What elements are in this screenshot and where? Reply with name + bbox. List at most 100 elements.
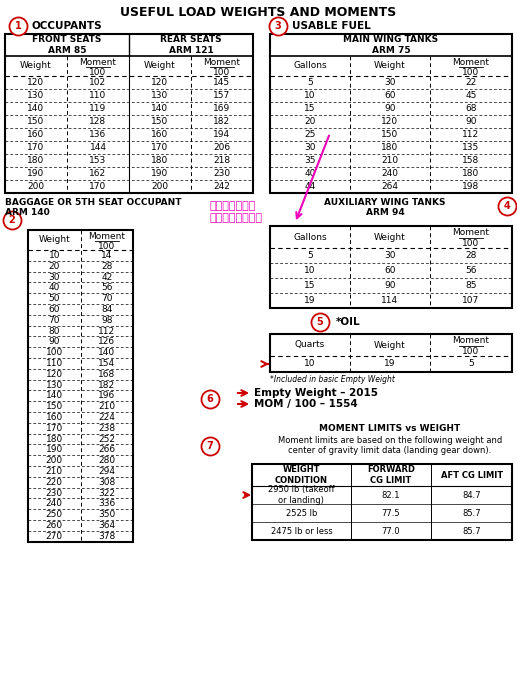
Text: 180: 180 bbox=[45, 434, 63, 444]
Text: 5: 5 bbox=[316, 317, 323, 327]
Text: Moment: Moment bbox=[452, 336, 490, 345]
Text: 107: 107 bbox=[462, 296, 479, 305]
Text: 160: 160 bbox=[151, 130, 169, 139]
Text: 28: 28 bbox=[101, 261, 112, 271]
Text: 100: 100 bbox=[98, 242, 115, 251]
Text: 28: 28 bbox=[465, 251, 477, 260]
Text: 210: 210 bbox=[45, 467, 63, 476]
Text: 1: 1 bbox=[14, 21, 21, 31]
Text: 22: 22 bbox=[465, 78, 477, 87]
Text: 100: 100 bbox=[45, 348, 63, 357]
Text: 112: 112 bbox=[98, 327, 115, 335]
Text: 182: 182 bbox=[98, 381, 115, 390]
Text: 162: 162 bbox=[89, 169, 107, 178]
Text: Empty Weight – 2015: Empty Weight – 2015 bbox=[254, 388, 378, 398]
Text: 3: 3 bbox=[275, 21, 281, 31]
Text: Weight: Weight bbox=[374, 62, 406, 71]
Text: 85.7: 85.7 bbox=[462, 508, 481, 517]
Text: 266: 266 bbox=[98, 445, 115, 454]
Text: USABLE FUEL: USABLE FUEL bbox=[292, 21, 371, 31]
Text: Weight: Weight bbox=[374, 233, 406, 241]
Text: 169: 169 bbox=[214, 104, 231, 113]
Text: 230: 230 bbox=[214, 169, 231, 178]
Text: Moment: Moment bbox=[452, 228, 490, 237]
Text: 170: 170 bbox=[151, 143, 169, 152]
Text: 10: 10 bbox=[49, 251, 60, 260]
Text: 44: 44 bbox=[305, 182, 315, 191]
Text: 90: 90 bbox=[49, 338, 60, 346]
Text: ARM 140: ARM 140 bbox=[5, 208, 50, 217]
Text: 336: 336 bbox=[98, 499, 115, 508]
Text: 140: 140 bbox=[45, 391, 63, 401]
Text: 364: 364 bbox=[98, 521, 115, 530]
Text: 10: 10 bbox=[304, 266, 316, 275]
Text: 130: 130 bbox=[27, 91, 44, 100]
Text: 182: 182 bbox=[214, 117, 231, 126]
Text: 150: 150 bbox=[381, 130, 399, 139]
Text: BAGGAGE OR 5TH SEAT OCCUPANT: BAGGAGE OR 5TH SEAT OCCUPANT bbox=[5, 198, 181, 207]
Text: 60: 60 bbox=[384, 91, 396, 100]
Text: 15: 15 bbox=[304, 104, 316, 113]
Text: 238: 238 bbox=[98, 424, 115, 433]
Text: 194: 194 bbox=[214, 130, 231, 139]
Text: 218: 218 bbox=[214, 156, 231, 165]
Text: 119: 119 bbox=[89, 104, 107, 113]
Text: 200: 200 bbox=[45, 456, 63, 465]
Text: USEFUL LOAD WEIGHTS AND MOMENTS: USEFUL LOAD WEIGHTS AND MOMENTS bbox=[120, 6, 396, 19]
Text: 350: 350 bbox=[98, 510, 115, 519]
Text: *OIL: *OIL bbox=[336, 317, 361, 327]
Text: Moment: Moment bbox=[80, 58, 116, 67]
Text: 153: 153 bbox=[89, 156, 107, 165]
Text: 150: 150 bbox=[45, 402, 63, 411]
Text: 206: 206 bbox=[214, 143, 231, 152]
Text: 5: 5 bbox=[307, 78, 313, 87]
Text: Weight: Weight bbox=[20, 62, 52, 71]
Text: 56: 56 bbox=[465, 266, 477, 275]
Text: 158: 158 bbox=[462, 156, 479, 165]
Text: 150: 150 bbox=[27, 117, 44, 126]
Text: 100: 100 bbox=[462, 68, 479, 77]
Text: 7: 7 bbox=[207, 441, 214, 451]
Text: 308: 308 bbox=[98, 477, 115, 486]
Text: *Included in basic Empty Weight: *Included in basic Empty Weight bbox=[270, 375, 395, 384]
Text: 190: 190 bbox=[45, 445, 63, 454]
Text: 198: 198 bbox=[462, 182, 479, 191]
Text: Weight: Weight bbox=[374, 340, 406, 349]
Bar bbox=[270, 34, 512, 193]
Text: 30: 30 bbox=[384, 251, 396, 260]
Text: 4: 4 bbox=[504, 201, 510, 211]
Text: 20: 20 bbox=[49, 261, 60, 271]
Text: 190: 190 bbox=[27, 169, 44, 178]
Text: 77.0: 77.0 bbox=[382, 526, 400, 536]
Text: MOMENT LIMITS vs WEIGHT: MOMENT LIMITS vs WEIGHT bbox=[320, 424, 461, 433]
Text: 2950 lb (takeoff
or landing): 2950 lb (takeoff or landing) bbox=[268, 485, 334, 505]
Text: FORWARD
CG LIMIT: FORWARD CG LIMIT bbox=[367, 465, 415, 485]
Text: Gallons: Gallons bbox=[293, 62, 327, 71]
Text: 190: 190 bbox=[151, 169, 169, 178]
Text: 170: 170 bbox=[89, 182, 107, 191]
Text: 42: 42 bbox=[101, 272, 112, 281]
Text: 25: 25 bbox=[304, 130, 315, 139]
Text: 160: 160 bbox=[27, 130, 44, 139]
Text: 68: 68 bbox=[465, 104, 477, 113]
Text: 90: 90 bbox=[465, 117, 477, 126]
Text: 128: 128 bbox=[89, 117, 107, 126]
Text: ARM 94: ARM 94 bbox=[366, 208, 404, 217]
Text: 210: 210 bbox=[98, 402, 115, 411]
Text: 200: 200 bbox=[27, 182, 44, 191]
Text: 5: 5 bbox=[307, 251, 313, 260]
Text: 80: 80 bbox=[49, 327, 60, 335]
Text: 130: 130 bbox=[45, 381, 63, 390]
Bar bbox=[5, 34, 253, 193]
Text: 45: 45 bbox=[465, 91, 477, 100]
Text: 240: 240 bbox=[382, 169, 398, 178]
Text: 114: 114 bbox=[381, 296, 399, 305]
Text: 160: 160 bbox=[45, 413, 63, 422]
Text: 85.7: 85.7 bbox=[462, 526, 481, 536]
Text: 60: 60 bbox=[384, 266, 396, 275]
Text: 14: 14 bbox=[101, 251, 112, 260]
Text: MAIN WING TANKS
ARM 75: MAIN WING TANKS ARM 75 bbox=[343, 35, 438, 55]
Text: 145: 145 bbox=[214, 78, 231, 87]
Text: 70: 70 bbox=[101, 294, 113, 303]
Text: 140: 140 bbox=[27, 104, 44, 113]
